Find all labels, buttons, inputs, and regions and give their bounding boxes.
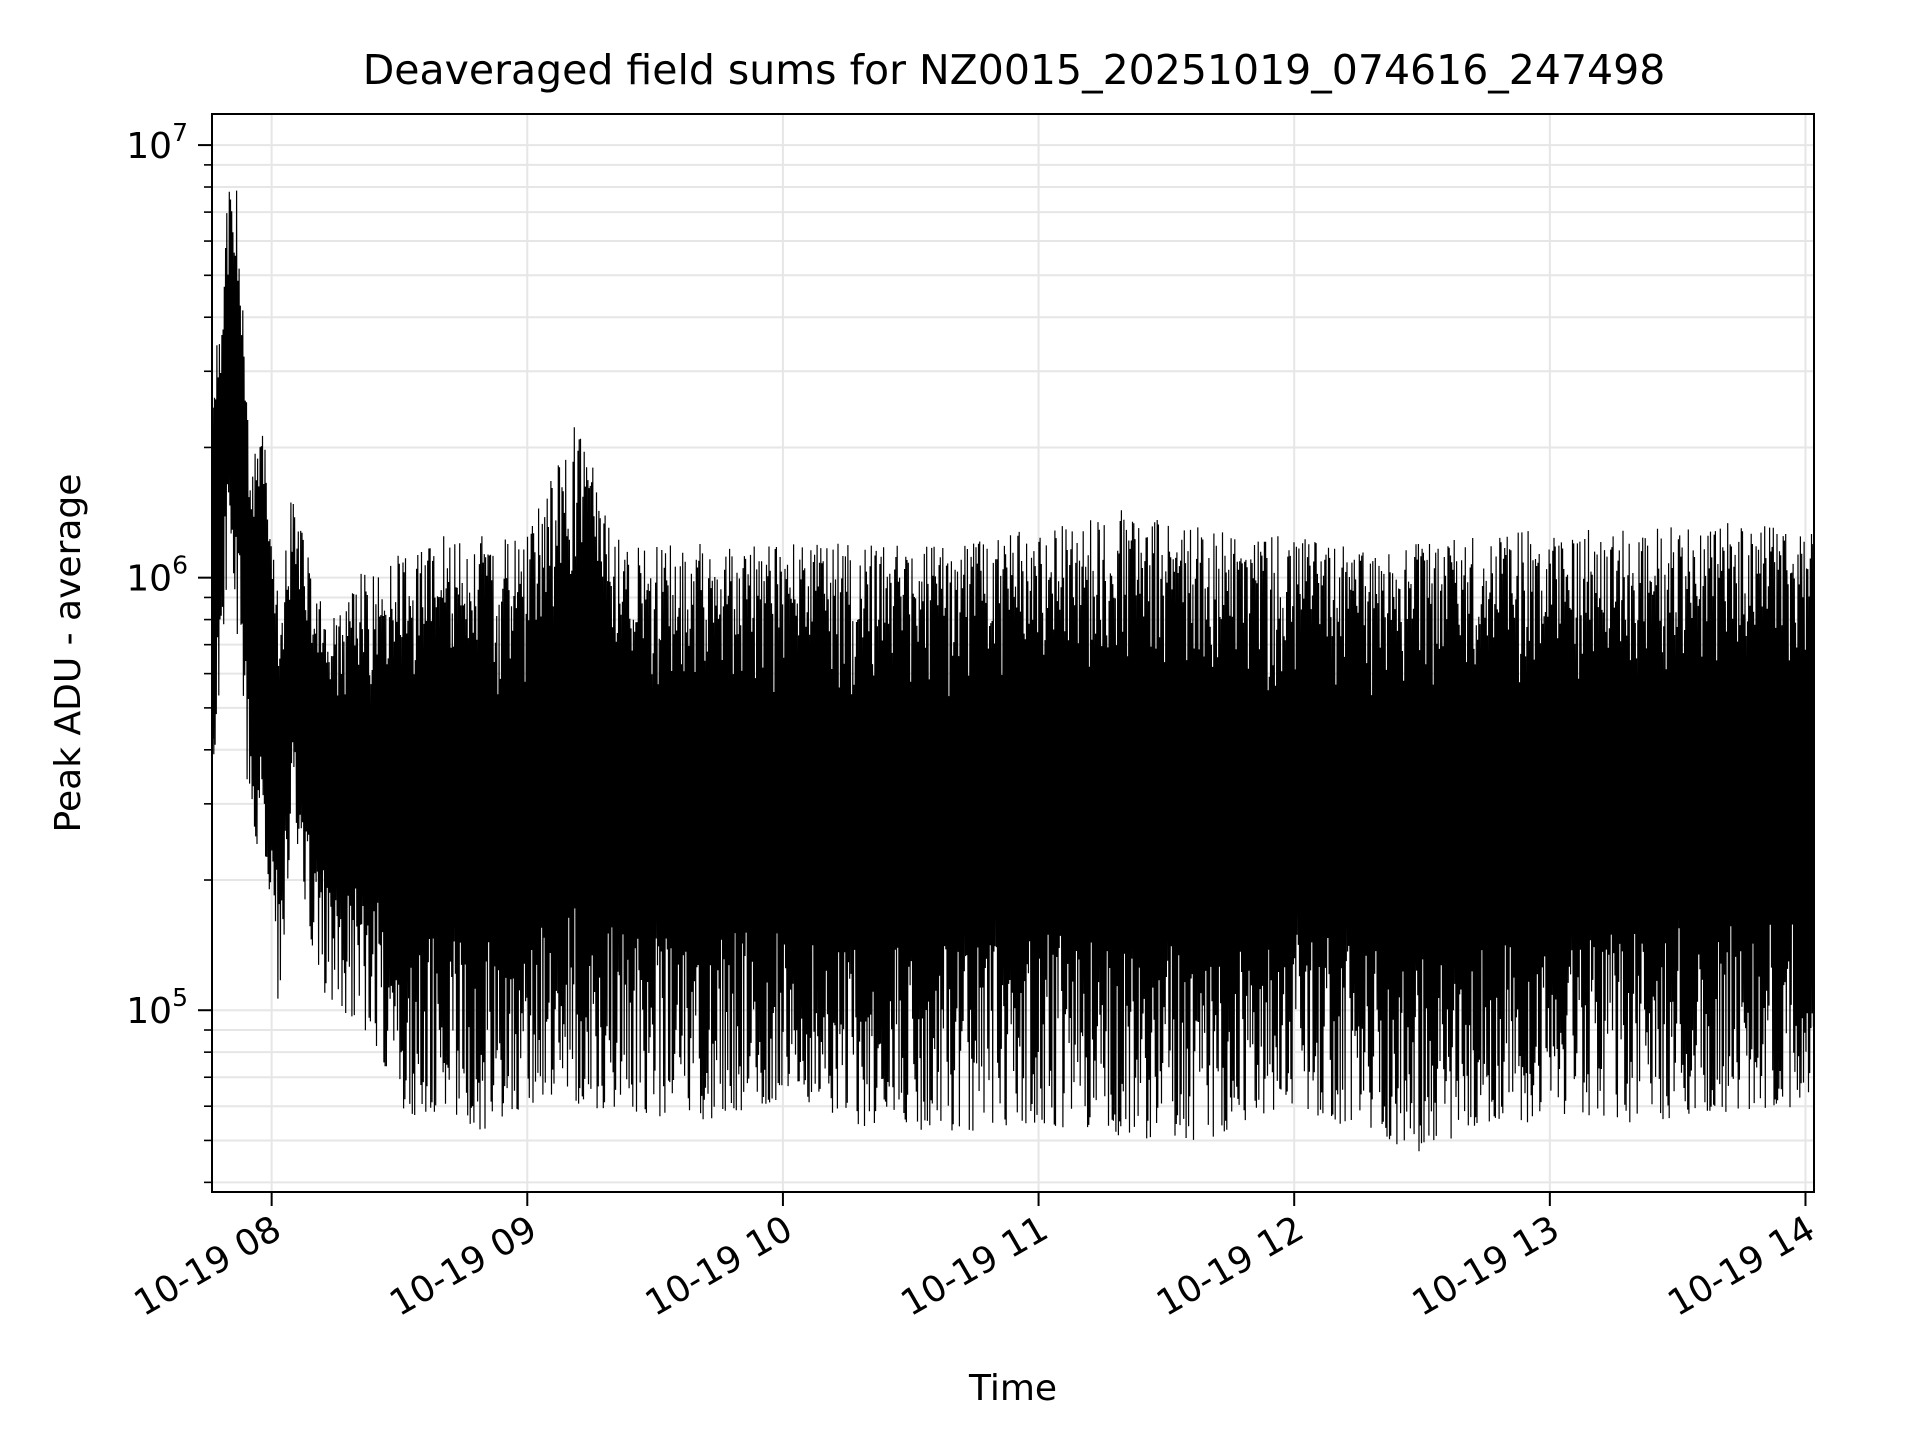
- series-path: [211, 190, 1815, 1152]
- x-axis-label: Time: [968, 1368, 1057, 1409]
- y-tick-label: 106: [126, 551, 188, 600]
- y-tick-label: 107: [126, 118, 188, 167]
- y-axis-label: Peak ADU - average: [48, 474, 89, 833]
- chart-title: Deaveraged field sums for NZ0015_2025101…: [363, 46, 1666, 94]
- plot-frame: [211, 113, 1815, 1193]
- plot-area: [211, 113, 1815, 1193]
- series-line: [211, 190, 1815, 1152]
- y-axis: 105 106 107: [126, 118, 212, 1184]
- y-tick-label: 105: [126, 983, 188, 1032]
